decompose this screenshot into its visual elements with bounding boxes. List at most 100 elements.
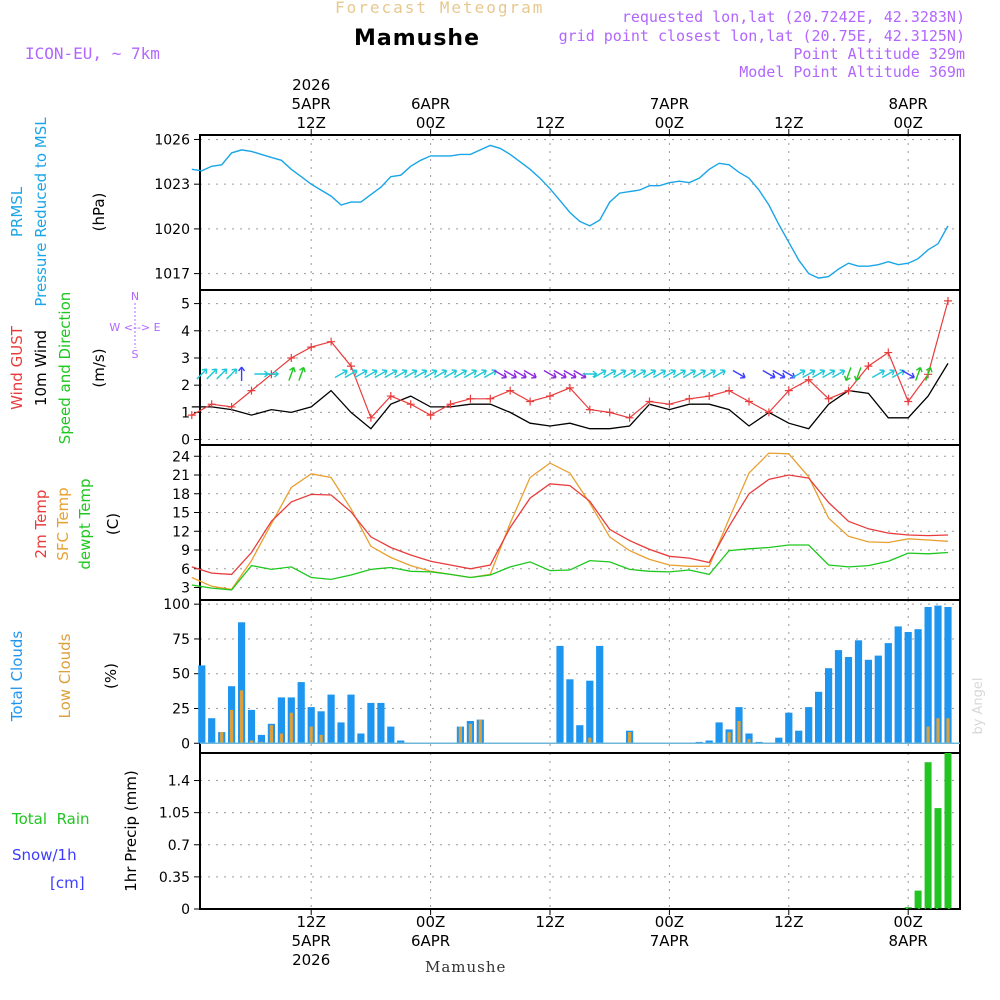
total-cloud-bar <box>834 650 843 744</box>
gust-marker <box>804 375 813 384</box>
y-tick-label: 12 <box>172 524 190 540</box>
arrow-shape <box>843 367 852 382</box>
wind-direction-arrow <box>672 369 687 379</box>
arrow-shape <box>732 369 746 379</box>
wind-direction-arrow <box>264 370 279 378</box>
low-cloud-bar <box>269 725 273 744</box>
gust-marker <box>944 296 952 305</box>
total-cloud-bar <box>854 640 863 744</box>
arrow-shape <box>582 370 598 378</box>
total-cloud-bar <box>844 657 853 744</box>
total-cloud-bar <box>307 707 315 744</box>
bottom-time-label: 5APR <box>292 932 331 950</box>
arrow-shape <box>901 369 915 379</box>
low-cloud-bar <box>240 690 244 744</box>
low-cloud-bar <box>946 718 950 744</box>
y-tick-label: 50 <box>172 667 190 683</box>
top-time-label: 00Z <box>416 114 445 132</box>
wind-direction-arrow <box>653 369 667 379</box>
wind-gust-label: Wind GUST <box>8 325 26 410</box>
y-tick-label: 0.7 <box>168 838 190 854</box>
model-altitude: Model Point Altitude 369m <box>739 63 965 81</box>
total-cloud-bar <box>904 632 912 744</box>
y-tick-label: 5 <box>181 297 190 313</box>
low-cloud-bar <box>747 739 751 744</box>
panel-frame <box>199 289 961 446</box>
arrow-shape <box>226 368 238 380</box>
y-tick-label: 0 <box>181 433 190 449</box>
total-cloud-bar <box>347 694 355 744</box>
arrow-shape <box>643 369 657 379</box>
bottom-time-label: 12Z <box>297 913 326 931</box>
total-cloud-bar <box>377 702 385 744</box>
top-time-label: 00Z <box>894 114 923 132</box>
total-cloud-bar <box>815 691 823 744</box>
wind-direction-arrow <box>334 369 348 379</box>
y-tick-label: 3 <box>181 351 190 367</box>
pressure-line <box>191 144 949 279</box>
arrow-shape <box>453 369 468 379</box>
gust-marker <box>745 397 753 406</box>
wind-direction-label: Speed and Direction <box>56 292 74 445</box>
gust-marker <box>386 392 395 401</box>
arrow-shape <box>672 369 687 379</box>
arrow-shape <box>298 366 306 381</box>
y-tick-label: 4 <box>181 324 190 340</box>
y-tick-label: 1023 <box>154 177 190 193</box>
wind-direction-arrow <box>394 369 408 379</box>
pressure-unit: (hPa) <box>90 193 108 232</box>
wind-10m-label: 10m Wind <box>32 330 50 406</box>
snow-label: Snow/1h <box>12 846 77 864</box>
total-cloud-bar <box>874 655 882 744</box>
arrow-shape <box>206 368 218 380</box>
arrow-shape <box>463 369 478 379</box>
wind-direction-arrow <box>582 370 598 378</box>
wind-direction-arrow <box>603 369 617 379</box>
y-tick-label: 75 <box>172 632 190 648</box>
gust-marker <box>466 394 475 403</box>
total-cloud-bar <box>198 665 206 744</box>
gust-marker <box>764 408 773 417</box>
wind-direction-arrow <box>226 368 238 380</box>
low-cloud-bar <box>737 721 741 744</box>
wind-direction-arrow <box>513 369 527 379</box>
arrow-shape <box>493 369 508 379</box>
grid-point-coords: grid point closest lon,lat (20.75E, 42.3… <box>558 27 965 45</box>
gust-marker <box>327 337 336 346</box>
arrow-shape <box>812 369 826 379</box>
low-cloud-bar <box>628 732 632 744</box>
low-cloud-bar <box>309 726 313 744</box>
wind-direction-arrow <box>493 369 508 379</box>
low-cloud-bar <box>478 719 482 744</box>
bottom-time-label: 2026 <box>292 951 330 969</box>
total-cloud-bar <box>775 737 783 744</box>
bottom-time-label: 12Z <box>774 913 803 931</box>
wind-direction-arrow <box>473 369 488 379</box>
total-cloud-bar <box>556 645 564 744</box>
arrow-shape <box>394 369 408 379</box>
temp-sfc-label: SFC Temp <box>54 487 72 560</box>
low-cloud-bar <box>936 718 940 744</box>
top-time-label: 12Z <box>297 114 326 132</box>
gust-marker <box>366 413 375 422</box>
total-cloud-bar <box>247 709 256 744</box>
wind-direction-arrow <box>444 369 458 379</box>
arrow-shape <box>553 369 567 379</box>
arrow-shape <box>434 369 448 379</box>
wind-direction-arrow <box>593 369 607 379</box>
low-cloud-bar <box>926 726 930 744</box>
footer-location: Mamushe <box>425 958 507 976</box>
arrow-shape <box>682 369 697 379</box>
arrow-shape <box>613 369 627 379</box>
arrow-shape <box>364 369 378 379</box>
rain-bar <box>924 762 932 909</box>
low-cloud-bar <box>468 723 472 744</box>
arrow-shape <box>633 369 647 379</box>
arrow-shape <box>871 369 886 379</box>
clouds-unit: (%) <box>102 663 120 689</box>
wind-direction-arrow <box>298 366 306 381</box>
wind-direction-arrow <box>901 369 915 379</box>
y-tick-label: 0 <box>181 736 190 752</box>
total-cloud-bar <box>337 722 345 744</box>
